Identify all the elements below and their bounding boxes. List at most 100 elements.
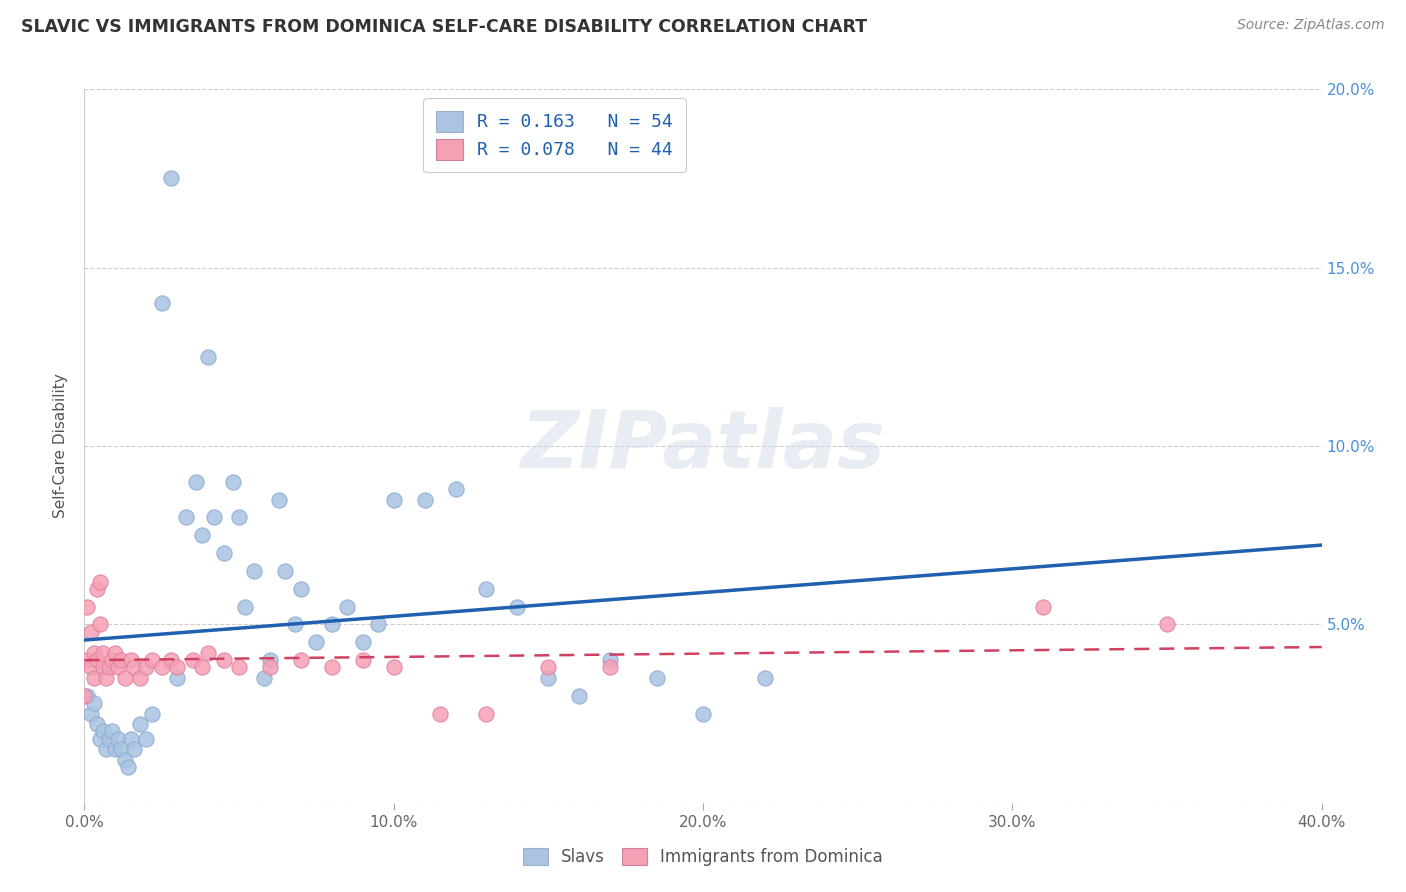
Point bbox=[191, 528, 214, 542]
Text: SLAVIC VS IMMIGRANTS FROM DOMINICA SELF-CARE DISABILITY CORRELATION CHART: SLAVIC VS IMMIGRANTS FROM DOMINICA SELF-… bbox=[21, 18, 868, 36]
Point bbox=[135, 660, 157, 674]
Point bbox=[117, 760, 139, 774]
Point bbox=[1156, 617, 1178, 632]
Point bbox=[202, 510, 225, 524]
Point bbox=[754, 671, 776, 685]
Point bbox=[98, 731, 121, 746]
Point bbox=[181, 653, 204, 667]
Y-axis label: Self-Care Disability: Self-Care Disability bbox=[53, 374, 69, 518]
Point bbox=[101, 724, 124, 739]
Point bbox=[197, 350, 219, 364]
Point bbox=[129, 717, 152, 731]
Point bbox=[86, 653, 108, 667]
Point bbox=[367, 617, 389, 632]
Point bbox=[429, 706, 451, 721]
Point bbox=[104, 742, 127, 756]
Point bbox=[107, 731, 129, 746]
Point bbox=[212, 546, 235, 560]
Point bbox=[284, 617, 307, 632]
Point bbox=[274, 564, 297, 578]
Point bbox=[537, 660, 560, 674]
Text: Source: ZipAtlas.com: Source: ZipAtlas.com bbox=[1237, 18, 1385, 32]
Point bbox=[83, 646, 105, 660]
Point bbox=[184, 475, 207, 489]
Point bbox=[382, 492, 405, 507]
Point bbox=[259, 660, 281, 674]
Point bbox=[290, 582, 312, 596]
Point bbox=[91, 724, 114, 739]
Point bbox=[475, 582, 498, 596]
Point bbox=[98, 660, 121, 674]
Point bbox=[160, 653, 183, 667]
Point bbox=[76, 653, 98, 667]
Point bbox=[413, 492, 436, 507]
Point bbox=[253, 671, 276, 685]
Point bbox=[243, 564, 266, 578]
Point bbox=[222, 475, 245, 489]
Legend: Slavs, Immigrants from Dominica: Slavs, Immigrants from Dominica bbox=[516, 841, 890, 873]
Point bbox=[599, 660, 621, 674]
Point bbox=[150, 660, 173, 674]
Point bbox=[86, 582, 108, 596]
Point bbox=[352, 653, 374, 667]
Point bbox=[101, 653, 124, 667]
Point bbox=[191, 660, 214, 674]
Point bbox=[122, 660, 145, 674]
Point bbox=[269, 492, 291, 507]
Point bbox=[91, 660, 114, 674]
Point bbox=[120, 731, 142, 746]
Point bbox=[76, 689, 98, 703]
Point bbox=[290, 653, 312, 667]
Point bbox=[305, 635, 328, 649]
Point bbox=[228, 510, 250, 524]
Point bbox=[94, 671, 117, 685]
Point bbox=[645, 671, 668, 685]
Point bbox=[120, 653, 142, 667]
Point bbox=[1032, 599, 1054, 614]
Point bbox=[321, 660, 343, 674]
Point bbox=[141, 653, 163, 667]
Point bbox=[73, 689, 96, 703]
Point bbox=[94, 742, 117, 756]
Point bbox=[166, 660, 188, 674]
Point bbox=[83, 671, 105, 685]
Point bbox=[599, 653, 621, 667]
Point bbox=[352, 635, 374, 649]
Point bbox=[259, 653, 281, 667]
Point bbox=[444, 482, 467, 496]
Point bbox=[692, 706, 714, 721]
Point bbox=[537, 671, 560, 685]
Point bbox=[160, 171, 183, 186]
Point bbox=[89, 574, 111, 589]
Point bbox=[122, 742, 145, 756]
Point bbox=[86, 717, 108, 731]
Point bbox=[336, 599, 359, 614]
Point bbox=[79, 624, 101, 639]
Point bbox=[197, 646, 219, 660]
Point bbox=[382, 660, 405, 674]
Point bbox=[114, 753, 136, 767]
Point bbox=[321, 617, 343, 632]
Point bbox=[568, 689, 591, 703]
Point bbox=[129, 671, 152, 685]
Text: ZIPatlas: ZIPatlas bbox=[520, 407, 886, 485]
Point bbox=[114, 671, 136, 685]
Point bbox=[79, 660, 101, 674]
Point bbox=[104, 646, 127, 660]
Point bbox=[176, 510, 198, 524]
Point bbox=[166, 671, 188, 685]
Point bbox=[135, 731, 157, 746]
Point bbox=[89, 617, 111, 632]
Point bbox=[110, 653, 132, 667]
Point bbox=[141, 706, 163, 721]
Point bbox=[91, 646, 114, 660]
Point bbox=[110, 742, 132, 756]
Point bbox=[79, 706, 101, 721]
Point bbox=[228, 660, 250, 674]
Point bbox=[107, 660, 129, 674]
Point bbox=[212, 653, 235, 667]
Point bbox=[89, 731, 111, 746]
Point bbox=[83, 696, 105, 710]
Point bbox=[233, 599, 256, 614]
Point bbox=[76, 599, 98, 614]
